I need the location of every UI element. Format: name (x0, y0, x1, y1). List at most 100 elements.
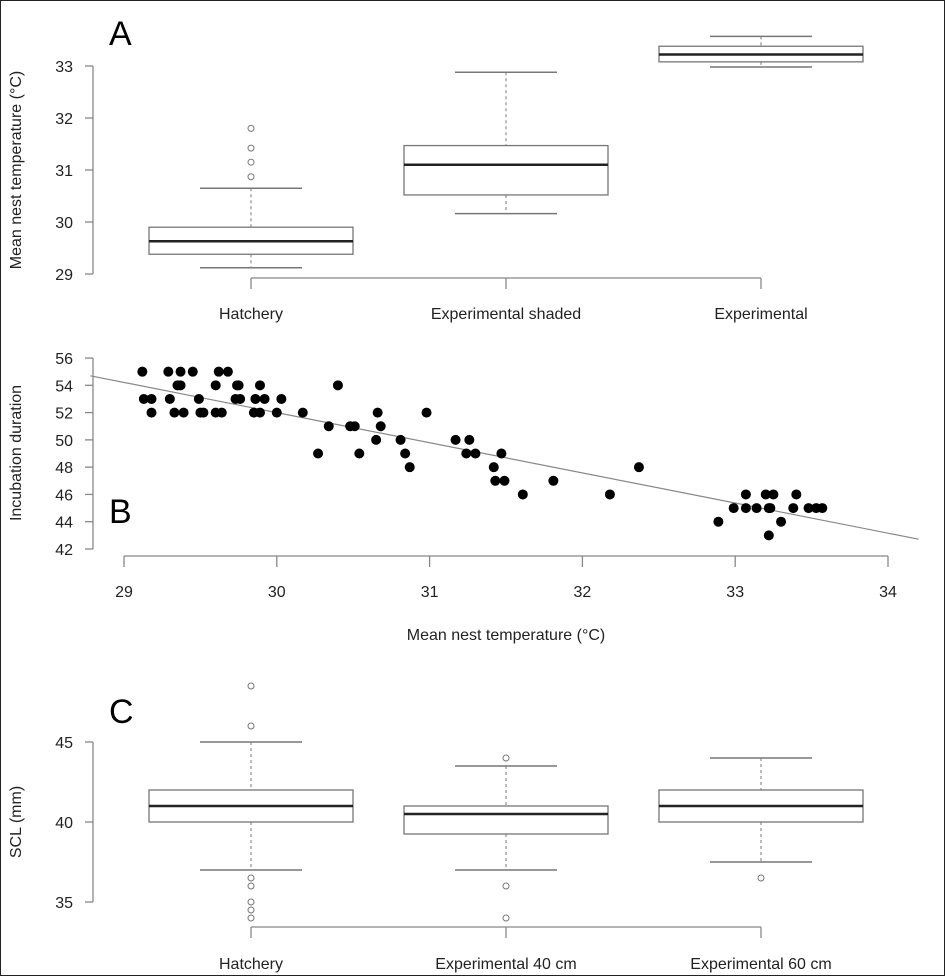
data-point (488, 462, 499, 473)
data-point (395, 434, 406, 445)
data-point (400, 448, 411, 459)
data-point (250, 393, 261, 404)
data-point (276, 393, 287, 404)
data-point (178, 407, 189, 418)
y-tick-label: 35 (55, 895, 73, 912)
data-point (233, 380, 244, 391)
data-point (354, 448, 365, 459)
data-point (332, 380, 343, 391)
data-point (490, 475, 501, 486)
data-point (193, 393, 204, 404)
data-point (222, 366, 233, 377)
data-point (372, 407, 383, 418)
outlier-point (247, 682, 255, 690)
data-point (740, 489, 751, 500)
x-tick-label-1: Hatchery (219, 956, 283, 973)
data-point (421, 407, 432, 418)
y-tick-label: 52 (55, 406, 73, 423)
y-tick-label: 40 (55, 815, 73, 832)
data-point (817, 503, 828, 514)
y-tick-label: 44 (55, 515, 73, 532)
data-point (548, 475, 559, 486)
data-point (604, 489, 615, 500)
data-point (213, 366, 224, 377)
x-tick-label: 33 (726, 584, 744, 601)
outlier-point (247, 882, 255, 890)
data-point (169, 407, 180, 418)
data-point (517, 489, 528, 500)
x-tick-label: 31 (421, 584, 439, 601)
data-point (728, 503, 739, 514)
x-tick-label: 32 (574, 584, 592, 601)
data-point (464, 434, 475, 445)
outlier-point (247, 144, 255, 152)
data-point (323, 421, 334, 432)
box-2 (403, 805, 609, 835)
y-tick-label: 31 (55, 163, 73, 180)
data-point (740, 503, 751, 514)
panel-a-y-axis-label: Mean nest temperature (°C) (8, 71, 25, 269)
data-point (791, 489, 802, 500)
data-point (137, 366, 148, 377)
data-point (371, 434, 382, 445)
data-point (633, 462, 644, 473)
outlier-point (247, 173, 255, 181)
data-point (146, 407, 157, 418)
outlier-point (757, 874, 765, 882)
data-point (297, 407, 308, 418)
data-point (751, 503, 762, 514)
outlier-point (247, 158, 255, 166)
y-tick-label: 32 (55, 111, 73, 128)
data-point (499, 475, 510, 486)
panel-label-a: A (109, 15, 132, 53)
data-point (776, 516, 787, 527)
outlier-point (502, 882, 510, 890)
panel-label-c: C (109, 693, 134, 731)
data-point (349, 421, 360, 432)
outlier-point (247, 874, 255, 882)
y-tick-label: 45 (55, 735, 73, 752)
data-point (450, 434, 461, 445)
data-point (404, 462, 415, 473)
y-tick-label: 50 (55, 433, 73, 450)
x-tick-label-3: Experimental 60 cm (690, 956, 831, 973)
data-point (788, 503, 799, 514)
x-tick-label-2: Experimental 40 cm (435, 956, 576, 973)
outlier-point (502, 754, 510, 762)
panel-label-b: B (109, 493, 132, 531)
data-point (163, 366, 174, 377)
data-point (768, 489, 779, 500)
data-point (461, 448, 472, 459)
outlier-point (247, 914, 255, 922)
data-point (235, 393, 246, 404)
x-tick-label-1: Hatchery (219, 306, 283, 323)
outlier-point (247, 124, 255, 132)
data-point (216, 407, 227, 418)
x-tick-label: 34 (879, 584, 897, 601)
panel-b-x-axis-label: Mean nest temperature (°C) (407, 627, 605, 644)
x-tick-label: 30 (268, 584, 286, 601)
y-tick-label: 30 (55, 215, 73, 232)
x-tick-label-2: Experimental shaded (431, 306, 581, 323)
box-2 (403, 144, 609, 196)
data-point (175, 380, 186, 391)
regression-line (90, 375, 919, 540)
outlier-point (247, 898, 255, 906)
data-point (146, 393, 157, 404)
outlier-point (247, 722, 255, 730)
data-point (198, 407, 209, 418)
data-point (803, 503, 814, 514)
y-tick-label: 48 (55, 460, 73, 477)
y-tick-label: 46 (55, 487, 73, 504)
outlier-point (247, 906, 255, 914)
data-point (254, 407, 265, 418)
data-point (259, 393, 270, 404)
data-point (375, 421, 386, 432)
panel-b-y-axis-label: Incubation duration (8, 385, 25, 521)
data-point (187, 366, 198, 377)
data-point (254, 380, 265, 391)
data-point (713, 516, 724, 527)
data-point (164, 393, 175, 404)
data-point (496, 448, 507, 459)
